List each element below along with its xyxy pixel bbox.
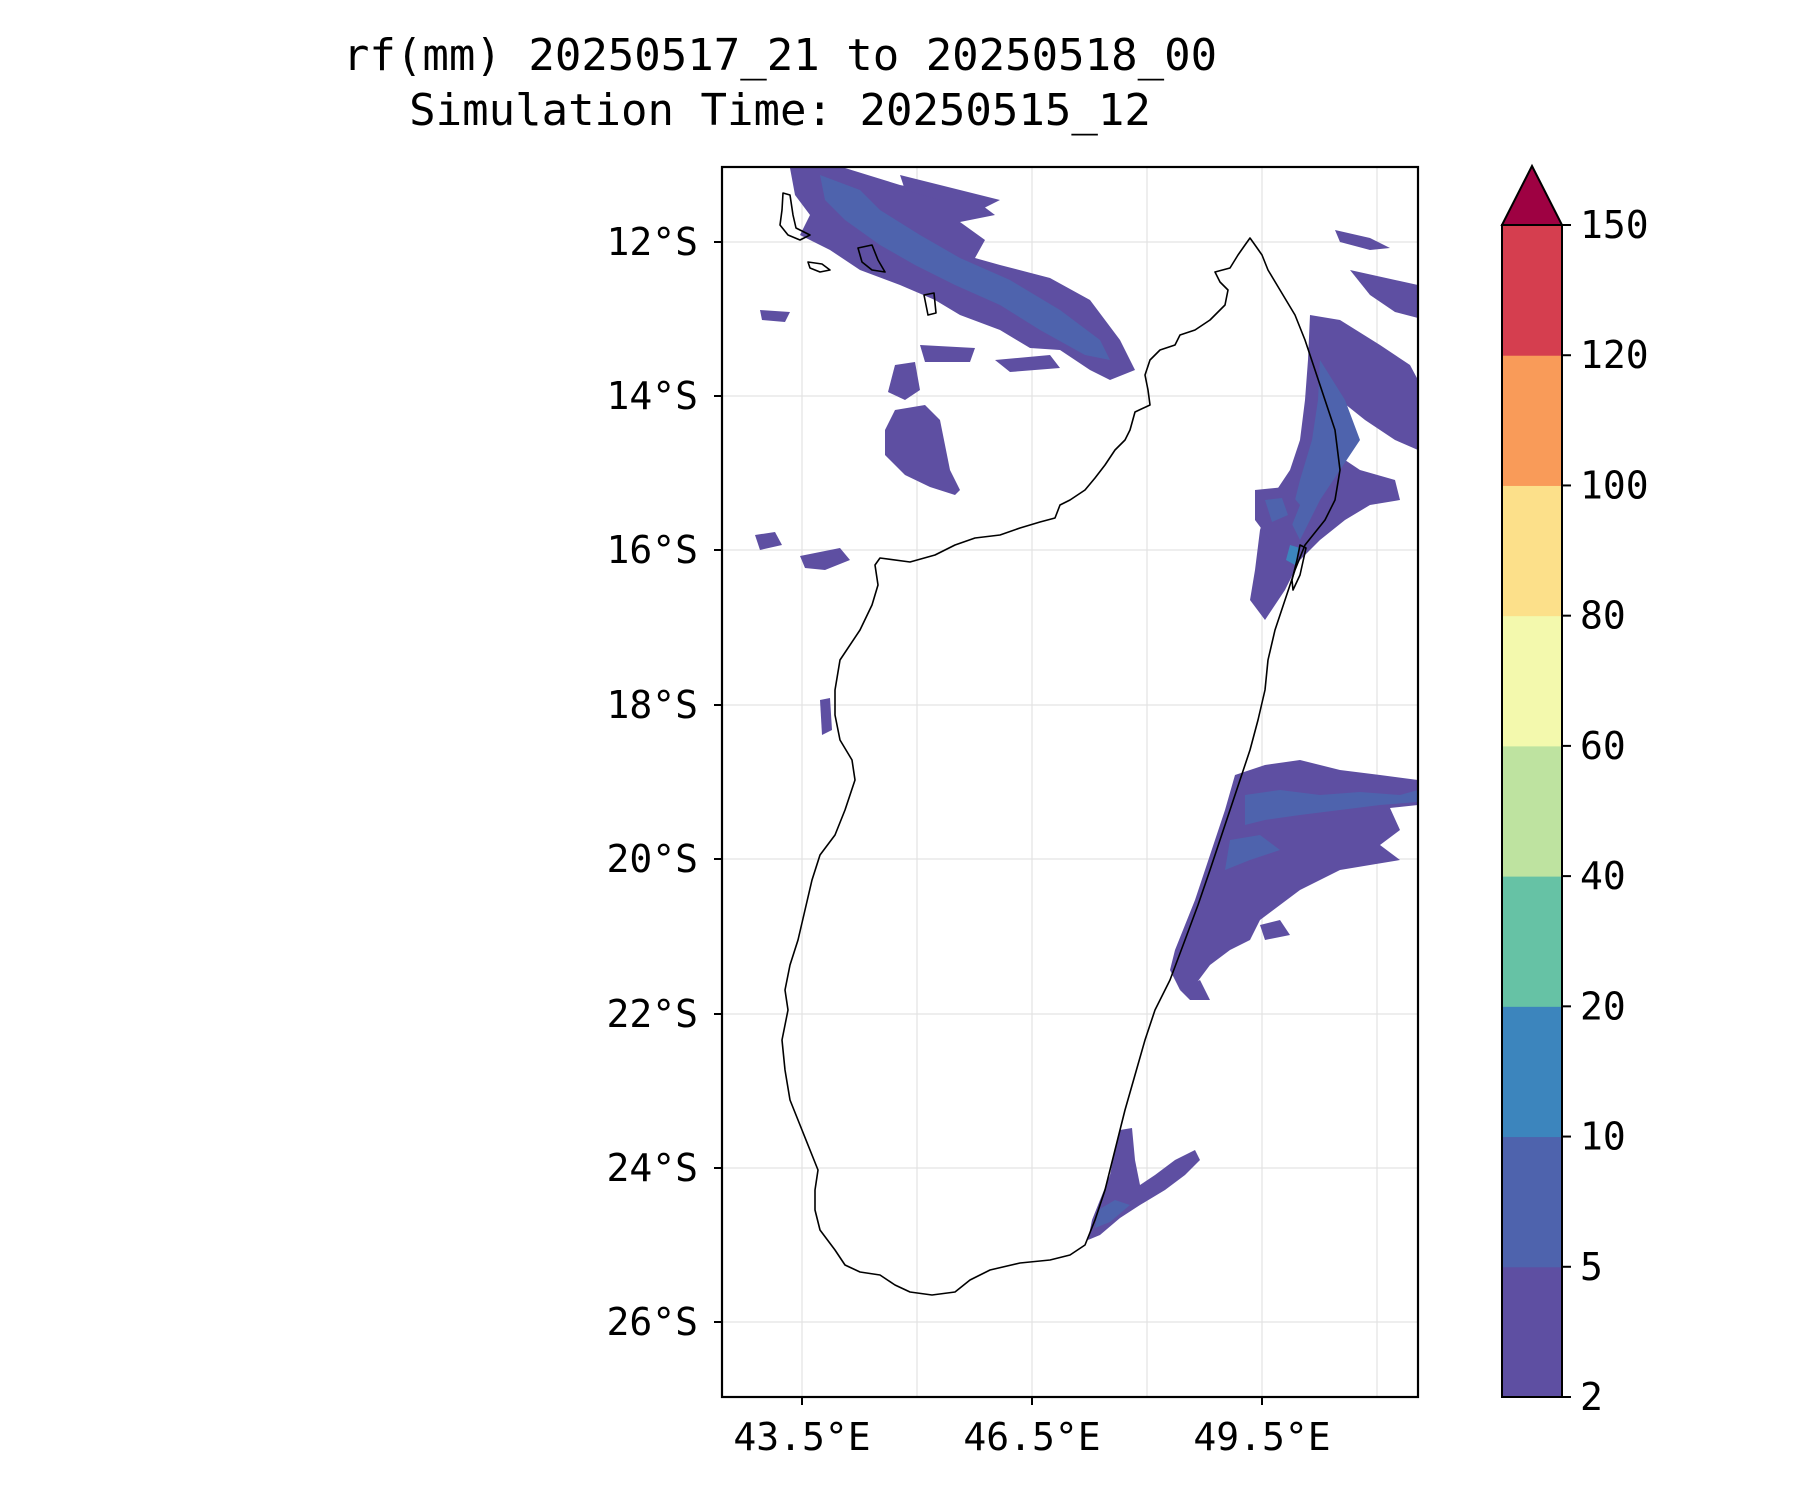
rain-cell [900,175,1000,210]
rain-cell [1245,790,1418,825]
rainfall-field [755,168,1418,1240]
colorbar-label: 20 [1580,984,1626,1028]
colorbar-segments [1502,225,1562,1398]
lat-label: 14°S [606,374,698,418]
rain-cell [1180,980,1210,1000]
lat-label: 24°S [606,1146,698,1190]
coastline-madagascar [781,237,1341,1296]
rain-cell [1225,835,1280,870]
rain-cell [820,175,1110,360]
lat-label: 18°S [606,683,698,727]
colorbar-labels: 2 5 10 20 40 60 80 100 120 150 [1562,203,1649,1419]
colorbar-extend-arrow [1500,163,1564,226]
rain-cell [1170,760,1418,990]
figure-title-line1: rf(mm) 20250517_21 to 20250518_00 [343,30,1217,81]
colorbar-segment [1502,485,1562,617]
colorbar-segment [1502,615,1562,747]
lon-label: 43.5°E [733,1415,870,1459]
rain-cell [1286,545,1300,565]
rain-cell [1265,498,1288,522]
colorbar-segment [1502,1006,1562,1138]
lat-axis [714,241,722,1323]
lon-label: 46.5°E [963,1415,1100,1459]
colorbar-label: 40 [1580,854,1626,898]
rain-cell [1260,920,1290,940]
rain-cell [1095,1200,1130,1228]
colorbar-segment [1502,745,1562,877]
lon-axis [801,1397,1263,1405]
rain-cell [885,405,960,495]
coastline-island [807,261,831,273]
rain-cell [1290,360,1360,540]
coastline-island [857,244,886,273]
figure-title-line2: Simulation Time: 20250515_12 [409,85,1151,136]
rain-cell [995,355,1060,372]
lat-label: 20°S [606,837,698,881]
colorbar: 2 5 10 20 40 60 80 100 120 150 [1500,163,1649,1419]
lat-label: 16°S [606,528,698,572]
colorbar-label: 5 [1580,1245,1603,1289]
lat-label: 12°S [606,220,698,264]
colorbar-label: 120 [1580,333,1649,377]
rain-cell [1335,230,1390,250]
rain-cell [800,548,850,570]
rain-cell [888,362,920,400]
colorbar-label: 150 [1580,203,1649,247]
colorbar-segment [1502,225,1562,356]
colorbar-segment [1502,1136,1562,1268]
lon-label: 49.5°E [1193,1415,1330,1459]
rain-cell [820,698,832,735]
colorbar-label: 60 [1580,724,1626,768]
coastline-island [923,292,937,316]
map-frame [720,165,1420,1399]
colorbar-label: 100 [1580,463,1649,507]
lat-label: 22°S [606,992,698,1036]
colorbar-segment [1502,876,1562,1007]
colorbar-label: 2 [1580,1375,1603,1419]
colorbar-label: 10 [1580,1115,1626,1159]
rain-cell [920,345,975,362]
colorbar-segment [1502,1266,1562,1398]
colorbar-label: 80 [1580,594,1626,638]
lat-label: 26°S [606,1300,698,1344]
colorbar-segment [1502,355,1562,486]
coastline-sainte-marie [1291,544,1307,591]
coastline-comoros-mayotte [779,192,811,241]
rain-cell [760,310,790,322]
rain-cell [1350,270,1418,318]
map-panel: 12°S 14°S 16°S 18°S 20°S 22°S 24°S 26°S … [606,165,1420,1459]
colorbar-frame [1501,224,1563,1398]
rain-cell [755,532,782,550]
